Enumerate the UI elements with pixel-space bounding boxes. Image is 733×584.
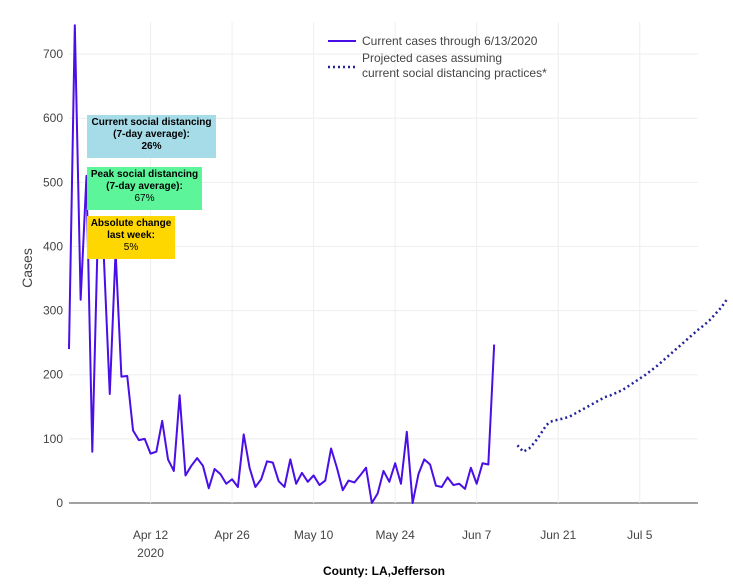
y-tick-label: 200 xyxy=(43,368,63,382)
y-tick-label: 400 xyxy=(43,239,63,253)
legend: Current cases through 6/13/2020 Projecte… xyxy=(328,34,547,80)
annotation-title-line2: (7-day average): xyxy=(113,129,190,140)
y-axis-title: Cases xyxy=(19,248,35,288)
annotation-title-line2: (7-day average): xyxy=(106,181,183,192)
series-current-cases xyxy=(68,24,496,504)
annotation-value: 26% xyxy=(141,141,162,152)
x-tick-label: Jun 21 xyxy=(540,528,576,542)
x-tick-label: Jul 5 xyxy=(627,528,653,542)
y-tick-label: 500 xyxy=(43,175,63,189)
annotation-absolute-change: Absolute change last week: 5% xyxy=(87,216,175,259)
x-tick-year-label: 2020 xyxy=(137,546,164,560)
x-tick-label: Apr 12 xyxy=(133,528,169,542)
x-tick-label: Jun 7 xyxy=(462,528,492,542)
series-projected-cases xyxy=(516,298,729,453)
annotation-peak-social-distancing: Peak social distancing (7-day average): … xyxy=(87,167,202,210)
x-tick-label: May 10 xyxy=(294,528,334,542)
annotation-title-line2: last week: xyxy=(107,230,155,241)
annotation-value: 5% xyxy=(123,242,139,253)
y-tick-label: 600 xyxy=(43,111,63,125)
y-tick-label: 700 xyxy=(43,47,63,61)
annotation-value: 67% xyxy=(134,193,155,204)
x-tick-labels: Apr 12 2020 Apr 26 May 10 May 24 Jun 7 Jun 21 J… xyxy=(133,528,653,560)
annotation-current-social-distancing: Current social distancing (7-day average… xyxy=(87,115,216,158)
series-lines xyxy=(68,24,729,504)
x-tick-label: Apr 26 xyxy=(214,528,250,542)
x-tick-label: May 24 xyxy=(375,528,415,542)
legend-label-current: Current cases through 6/13/2020 xyxy=(362,34,538,48)
y-tick-label: 0 xyxy=(56,496,63,510)
annotation-title-line1: Current social distancing xyxy=(91,117,212,128)
y-tick-labels: 0 100 200 300 400 500 600 700 xyxy=(43,47,63,510)
y-tick-label: 100 xyxy=(43,432,63,446)
annotation-title-line1: Absolute change xyxy=(90,218,172,229)
legend-label-projected: Projected cases assuming current social … xyxy=(362,51,547,80)
y-tick-label: 300 xyxy=(43,304,63,318)
annotation-title-line1: Peak social distancing xyxy=(90,169,199,180)
x-axis-title: County: LA,Jefferson xyxy=(323,564,445,578)
